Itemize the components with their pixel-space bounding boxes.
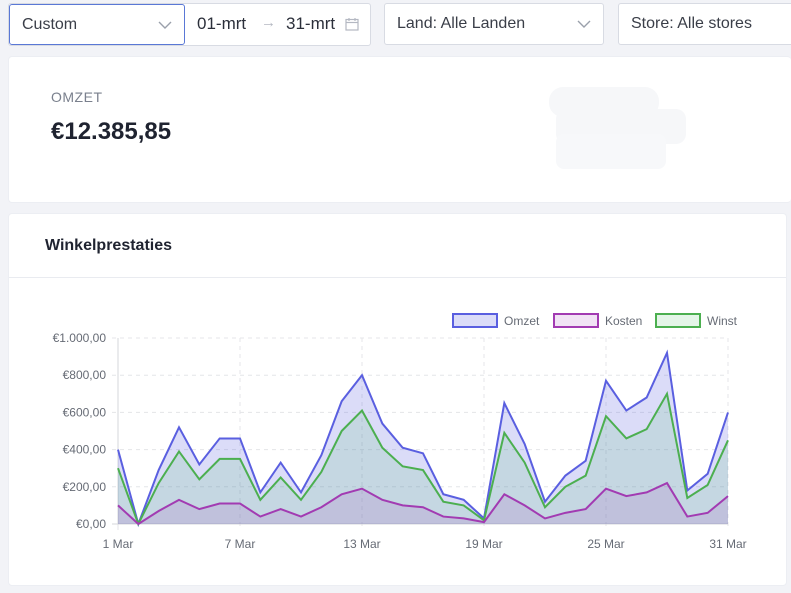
store-performance-card: Winkelprestaties €0,00 €200,00 €400,00 €600… [8,213,787,586]
series-line-omzet [117,349,729,528]
series-line-winst [117,390,729,527]
y-tick-label: €1.000,00 [53,331,107,345]
series-area-winst [118,393,728,524]
x-tick-label: 19 Mar [465,537,502,551]
y-tick-label: €200,00 [63,480,107,494]
date-arrow-icon: → [261,14,276,31]
legend-label-omzet: Omzet [504,314,540,328]
country-select[interactable]: Land: Alle Landen [384,3,604,45]
decorative-wallet-icon [549,87,686,169]
chevron-down-icon [158,21,172,29]
chevron-down-icon [577,20,591,28]
x-tick-label: 1 Mar [103,537,134,551]
series-line-kosten [117,481,729,526]
range-mode-select[interactable]: Custom [9,4,185,45]
date-start-input[interactable]: 01-mrt [197,14,247,33]
date-end-input[interactable]: 31-mrt [286,14,336,33]
performance-chart: €0,00 €200,00 €400,00 €600,00 €800,00 €1.000,… [53,313,747,551]
revenue-label: OMZET [51,89,103,105]
card-divider [9,277,786,278]
store-select[interactable]: Store: Alle stores [618,3,791,45]
store-select-label: Store: Alle stores [631,15,752,32]
y-tick-label: €800,00 [63,368,107,382]
x-tick-label: 7 Mar [225,537,256,551]
filter-bar: Custom 01-mrt → 31-mrt Land: Alle Landen… [0,0,791,50]
revenue-value: €12.385,85 [51,118,172,145]
legend-label-winst: Winst [707,314,738,328]
legend-swatch-kosten [553,313,599,328]
chart-card-title: Winkelprestaties [45,237,173,254]
calendar-icon[interactable] [345,17,359,31]
y-tick-label: €600,00 [63,405,107,419]
x-tick-label: 25 Mar [587,537,624,551]
range-mode-label: Custom [22,15,78,33]
legend-swatch-winst [655,313,701,328]
y-tick-label: €0,00 [76,517,106,531]
revenue-card: OMZET €12.385,85 [8,56,791,203]
date-range-group: Custom 01-mrt → 31-mrt [8,3,371,46]
legend-label-kosten: Kosten [605,314,642,328]
x-tick-label: 31 Mar [709,537,746,551]
country-select-label: Land: Alle Landen [397,15,526,32]
y-tick-label: €400,00 [63,443,107,457]
x-tick-label: 13 Mar [343,537,380,551]
legend-swatch-omzet [452,313,498,328]
